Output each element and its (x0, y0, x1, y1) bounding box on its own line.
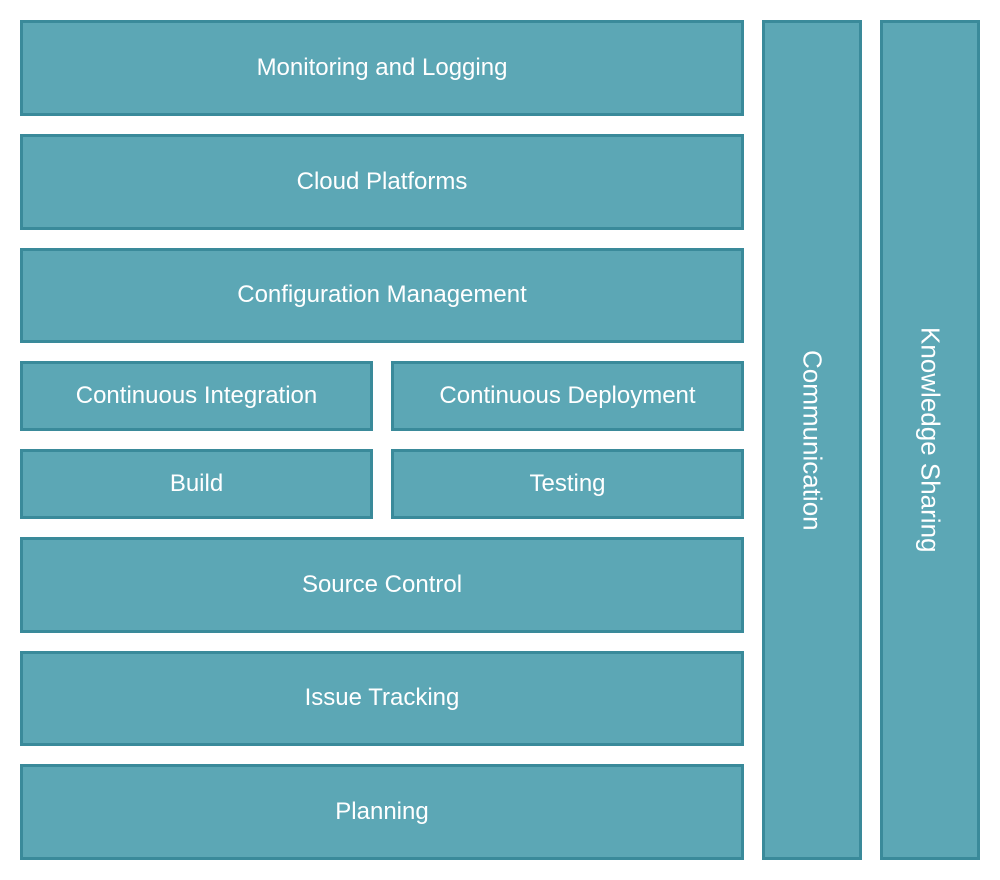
block-ci: Continuous Integration (20, 361, 373, 431)
block-label: Cloud Platforms (297, 167, 468, 197)
block-label: Source Control (302, 570, 462, 600)
block-testing: Testing (391, 449, 744, 519)
block-label: Issue Tracking (305, 683, 460, 713)
split-row-build-testing: Build Testing (20, 449, 744, 519)
block-knowledge: Knowledge Sharing (880, 20, 980, 860)
block-issue: Issue Tracking (20, 651, 744, 747)
main-stack-column: Monitoring and Logging Cloud Platforms C… (20, 20, 744, 860)
block-config: Configuration Management (20, 248, 744, 344)
block-label: Configuration Management (237, 280, 527, 310)
block-communication: Communication (762, 20, 862, 860)
block-label: Planning (335, 797, 428, 827)
block-build: Build (20, 449, 373, 519)
block-source: Source Control (20, 537, 744, 633)
block-label: Continuous Deployment (439, 381, 695, 411)
block-monitoring: Monitoring and Logging (20, 20, 744, 116)
block-label: Continuous Integration (76, 381, 318, 411)
vertical-bars-container: Communication Knowledge Sharing (762, 20, 980, 860)
block-label: Build (170, 469, 223, 499)
block-planning: Planning (20, 764, 744, 860)
block-label: Monitoring and Logging (257, 53, 508, 83)
block-cd: Continuous Deployment (391, 361, 744, 431)
vertical-label: Knowledge Sharing (915, 327, 946, 553)
split-row-ci-cd: Continuous Integration Continuous Deploy… (20, 361, 744, 431)
block-cloud: Cloud Platforms (20, 134, 744, 230)
block-label: Testing (529, 469, 605, 499)
vertical-label: Communication (797, 350, 828, 531)
devops-stack-diagram: Monitoring and Logging Cloud Platforms C… (20, 20, 980, 860)
